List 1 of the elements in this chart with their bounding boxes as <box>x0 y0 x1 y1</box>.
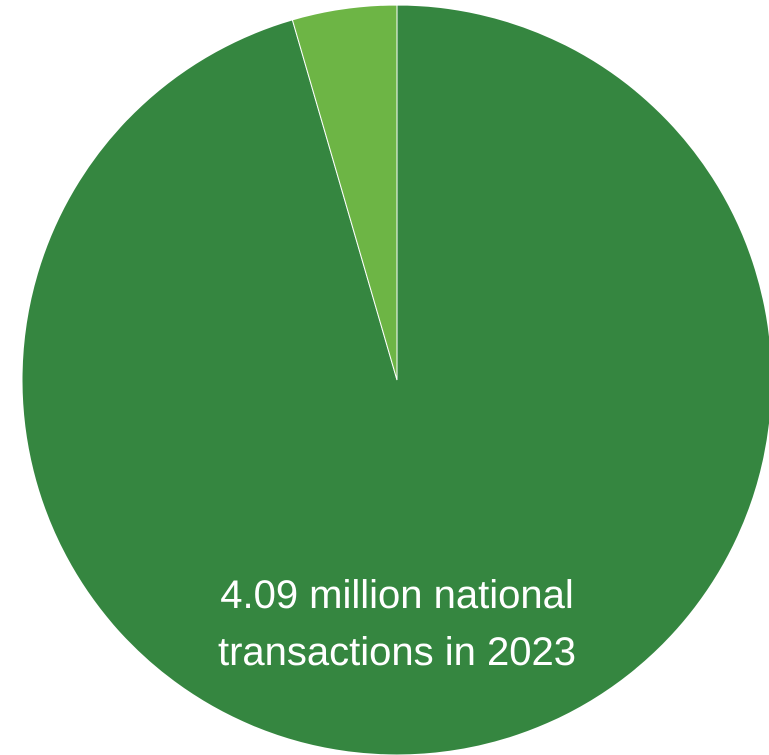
text: 4.09 million national transactions in 2023 <box>218 573 576 674</box>
